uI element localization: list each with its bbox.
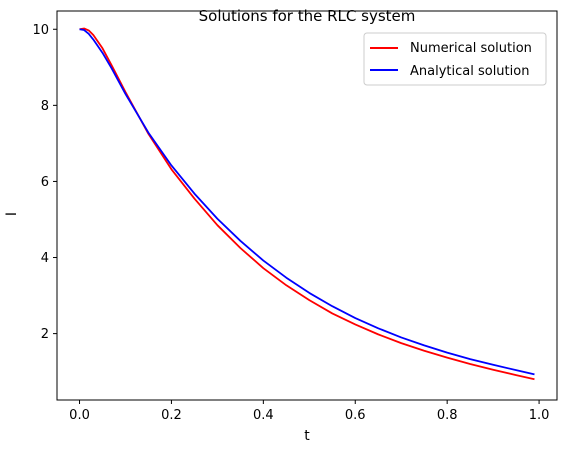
chart-title: Solutions for the RLC system bbox=[199, 7, 416, 25]
legend-frame bbox=[363, 32, 547, 86]
x-tick-label: 0.8 bbox=[437, 408, 458, 423]
x-tick-label: 0.2 bbox=[161, 408, 182, 423]
y-tick-label: 6 bbox=[41, 175, 49, 190]
x-axis: 0.0 0.2 0.4 0.6 0.8 1.0 bbox=[69, 400, 549, 423]
y-axis: 2 4 6 8 10 bbox=[32, 23, 57, 342]
y-tick-label: 4 bbox=[41, 251, 49, 266]
y-tick-label: 10 bbox=[32, 23, 49, 38]
x-tick-label: 0.6 bbox=[345, 408, 366, 423]
y-tick-label: 8 bbox=[41, 99, 49, 114]
x-tick-label: 0.0 bbox=[69, 408, 90, 423]
legend-label-analytical: Analytical solution bbox=[410, 64, 529, 79]
legend: Numerical solution Analytical solution bbox=[363, 32, 547, 86]
y-tick-label: 2 bbox=[41, 327, 49, 342]
series-line-analytical bbox=[79, 28, 535, 376]
plot-area-frame bbox=[56, 10, 558, 401]
legend-label-numerical: Numerical solution bbox=[410, 41, 532, 56]
y-axis-label: I bbox=[4, 212, 20, 216]
x-axis-label: t bbox=[304, 428, 310, 444]
series-layer bbox=[79, 27, 535, 381]
x-tick-label: 0.4 bbox=[253, 408, 274, 423]
series-line-numerical bbox=[79, 27, 535, 381]
x-tick-label: 1.0 bbox=[529, 408, 550, 423]
